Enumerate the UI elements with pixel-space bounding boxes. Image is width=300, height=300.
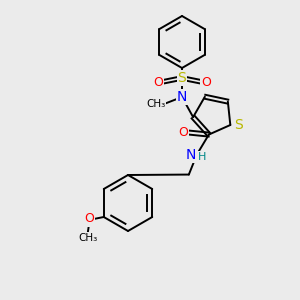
Text: H: H: [198, 152, 206, 162]
Text: O: O: [84, 212, 94, 226]
Text: N: N: [186, 148, 196, 162]
Text: S: S: [178, 71, 186, 85]
Text: O: O: [178, 126, 188, 139]
Text: CH₃: CH₃: [146, 99, 166, 109]
Text: CH₃: CH₃: [78, 233, 98, 243]
Text: N: N: [177, 90, 187, 104]
Text: O: O: [201, 76, 211, 88]
Text: O: O: [153, 76, 163, 88]
Text: S: S: [234, 118, 243, 132]
